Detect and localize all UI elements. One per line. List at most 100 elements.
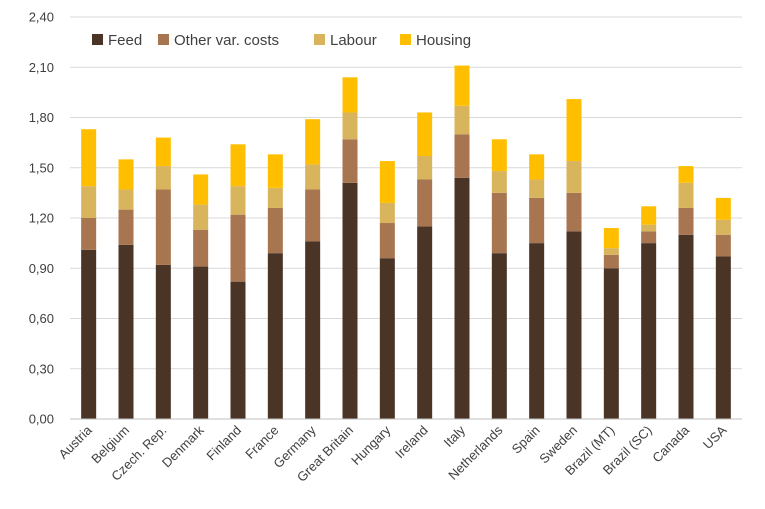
bar-segment-housing [603,228,619,249]
bar-segment-other-var-costs [678,207,694,235]
bar-segment-feed [715,256,731,419]
bar-segment-other-var-costs [715,234,731,257]
x-tick-label: Denmark [159,422,207,470]
bar-segment-housing [118,159,134,190]
bar-segment-housing [417,112,433,157]
bar-segment-feed [566,231,582,419]
bar-segment-other-var-costs [342,139,358,183]
x-tick-label: Italy [441,422,469,450]
x-tick-label: Hungary [348,422,394,468]
bar-segment-feed [641,243,657,419]
x-tick-label: Spain [509,423,543,457]
bar-segment-feed [342,182,358,419]
bar-segment-housing [678,166,694,183]
y-tick-label: 2,10 [29,60,54,75]
x-tick-label: Canada [649,422,692,465]
bar-segment-housing [267,154,283,188]
bar-segment-feed [454,177,470,419]
bar-segment-other-var-costs [193,229,209,267]
bar-segment-labour [715,219,731,235]
bar-segment-labour [193,204,209,230]
bar-segment-labour [603,248,619,255]
bar-segment-other-var-costs [566,192,582,232]
y-tick-label: 1,80 [29,110,54,125]
bar-segment-other-var-costs [230,214,246,282]
legend-swatch [314,34,325,45]
bar-segment-feed [155,264,171,419]
bar-segment-other-var-costs [305,189,321,242]
bar-segment-labour [342,112,358,140]
bar-segment-labour [491,171,507,193]
bar-segment-other-var-costs [454,134,470,178]
bar-segment-feed [603,268,619,419]
y-tick-label: 0,00 [29,412,54,427]
bar-segment-other-var-costs [491,192,507,254]
y-tick-label: 1,50 [29,160,54,175]
bar-segment-other-var-costs [267,207,283,254]
y-tick-label: 2,40 [29,10,54,25]
y-tick-label: 1,20 [29,211,54,226]
bar-segment-other-var-costs [118,209,134,245]
legend-label: Housing [416,32,471,49]
y-tick-label: 0,30 [29,361,54,376]
bar-segment-labour [417,156,433,180]
bar-segment-labour [155,166,171,190]
bars [81,65,731,419]
legend-label: Other var. costs [174,32,279,49]
bar-segment-other-var-costs [81,218,97,250]
x-tick-label: USA [700,422,730,452]
bar-segment-labour [379,202,395,224]
bar-segment-other-var-costs [379,223,395,259]
bar-segment-feed [678,234,694,419]
bar-segment-labour [566,161,582,193]
bar-segment-feed [491,253,507,419]
bar-segment-feed [81,249,97,419]
bar-segment-labour [305,164,321,190]
x-tick-label: Finland [203,423,244,464]
bar-segment-housing [193,174,209,205]
bar-segment-labour [230,186,246,215]
bar-segment-other-var-costs [155,189,171,265]
bar-segment-labour [118,189,134,210]
bar-segment-labour [454,105,470,135]
legend-swatch [400,34,411,45]
bar-segment-feed [379,258,395,419]
bar-segment-housing [641,206,657,225]
bar-segment-feed [230,281,246,419]
y-tick-label: 0,90 [29,261,54,276]
bar-segment-housing [230,144,246,187]
bar-segment-feed [529,243,545,419]
legend-label: Labour [330,32,377,49]
bar-segment-labour [641,224,657,232]
bar-segment-feed [193,266,209,419]
bar-segment-labour [529,179,545,198]
bar-segment-labour [678,182,694,208]
bar-segment-labour [267,187,283,208]
bar-segment-housing [491,139,507,172]
bar-segment-housing [529,154,545,180]
bar-segment-housing [566,99,582,162]
bar-segment-other-var-costs [641,231,657,244]
bar-segment-housing [454,65,470,106]
legend-label: Feed [108,32,142,49]
bar-segment-feed [417,226,433,419]
legend: Feed Other var. costs Labour Housing [92,32,471,49]
bar-segment-housing [342,77,358,113]
bar-segment-housing [379,161,395,203]
x-tick-label: Ireland [392,423,431,462]
bar-segment-feed [267,253,283,419]
bar-segment-feed [305,241,321,419]
bar-segment-labour [81,186,97,218]
bar-segment-housing [81,129,97,187]
bar-segment-housing [305,119,321,165]
gridlines [70,16,742,420]
bar-segment-other-var-costs [603,254,619,269]
bar-segment-other-var-costs [417,179,433,227]
legend-swatch [92,34,103,45]
bar-segment-feed [118,244,134,419]
bar-segment-housing [155,137,171,167]
y-axis: 0,00 0,30 0,60 0,90 1,20 1,50 1,80 2,10 2,40 [29,10,54,427]
y-tick-label: 0,60 [29,311,54,326]
